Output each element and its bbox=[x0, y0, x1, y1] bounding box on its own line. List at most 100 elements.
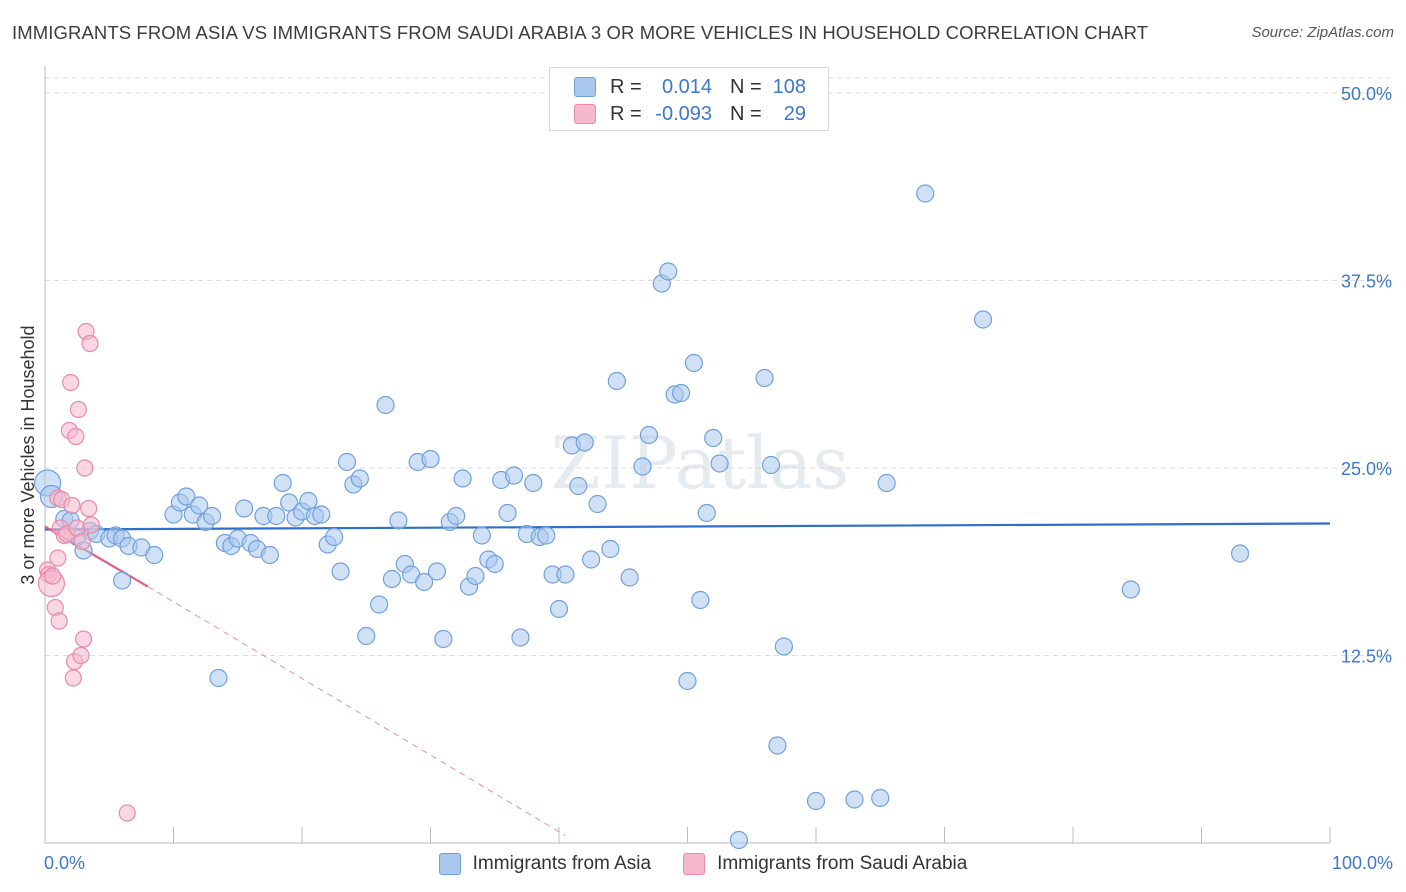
saudi-point bbox=[62, 373, 80, 392]
asia-trend-line bbox=[44, 522, 1331, 531]
asia-point bbox=[710, 454, 729, 473]
saudi-point bbox=[69, 400, 88, 419]
y-tick-label: 25.0% bbox=[1341, 459, 1392, 479]
saudi-swatch bbox=[574, 104, 596, 124]
asia-point bbox=[190, 496, 209, 515]
asia-point bbox=[145, 545, 164, 565]
asia-legend-label: Immigrants from Asia bbox=[472, 853, 652, 874]
asia-point bbox=[845, 790, 864, 809]
saudi-point bbox=[64, 669, 82, 687]
asia-point bbox=[209, 668, 228, 688]
asia-point bbox=[312, 505, 331, 524]
asia-point bbox=[588, 494, 607, 514]
asia-legend-swatch bbox=[438, 853, 461, 875]
asia-point bbox=[973, 310, 993, 329]
saudi-trend-extension bbox=[147, 586, 566, 836]
asia-point bbox=[916, 184, 935, 203]
asia-point bbox=[466, 566, 485, 586]
axes bbox=[44, 66, 1331, 844]
legend-item-asia[interactable]: Immigrants from Asia bbox=[438, 853, 652, 875]
asia-point bbox=[575, 433, 594, 452]
asia-point bbox=[177, 487, 196, 506]
n-value: 29 bbox=[783, 102, 806, 125]
saudi-point bbox=[49, 549, 67, 567]
asia-point bbox=[697, 503, 716, 523]
asia-point bbox=[370, 595, 389, 614]
asia-point bbox=[691, 590, 710, 610]
r-label: R = bbox=[610, 102, 642, 125]
r-label: R = bbox=[610, 75, 642, 98]
asia-point bbox=[806, 791, 826, 811]
asia-point bbox=[729, 830, 749, 850]
asia-point bbox=[267, 506, 286, 526]
legend-row-asia: R = 0.014 N = 108 bbox=[574, 74, 806, 100]
asia-point bbox=[357, 626, 376, 646]
x-tick-label: 0.0% bbox=[44, 853, 85, 873]
asia-point bbox=[485, 554, 504, 574]
saudi-point bbox=[67, 427, 85, 446]
saudi-point bbox=[44, 567, 62, 585]
asia-point bbox=[678, 671, 697, 691]
asia-point bbox=[376, 395, 395, 415]
saudi-point bbox=[82, 516, 100, 534]
saudi-point bbox=[72, 646, 90, 665]
correlation-legend: R = 0.014 N = 108 R = -0.093 N = 29 bbox=[549, 67, 829, 131]
asia-point bbox=[659, 262, 678, 281]
legend-row-saudi: R = -0.093 N = 29 bbox=[574, 101, 806, 127]
x-tick-label: 100.0% bbox=[1332, 853, 1393, 873]
asia-point bbox=[671, 383, 691, 403]
r-value: 0.014 bbox=[661, 75, 712, 98]
asia-point bbox=[427, 562, 447, 581]
asia-point bbox=[434, 629, 453, 649]
asia-point bbox=[421, 449, 440, 469]
asia-point bbox=[569, 476, 588, 496]
saudi-point bbox=[118, 804, 136, 822]
asia-point bbox=[704, 428, 723, 448]
asia-point bbox=[556, 565, 575, 584]
asia-point bbox=[414, 572, 434, 592]
asia-point bbox=[382, 569, 402, 589]
series-legend: Immigrants from Asia Immigrants from Sau… bbox=[0, 851, 1406, 877]
asia-point bbox=[337, 452, 357, 472]
saudi-point bbox=[73, 532, 91, 551]
asia-point bbox=[549, 599, 569, 619]
y-tick-label: 50.0% bbox=[1341, 84, 1392, 104]
asia-point bbox=[620, 568, 639, 587]
legend-item-saudi[interactable]: Immigrants from Saudi Arabia bbox=[683, 853, 967, 875]
watermark: ZIPatlas bbox=[551, 421, 849, 505]
asia-point bbox=[1230, 544, 1250, 563]
asia-point bbox=[260, 545, 279, 565]
asia-point bbox=[112, 571, 132, 590]
asia-point bbox=[524, 473, 543, 493]
asia-point bbox=[537, 526, 556, 545]
asia-point bbox=[280, 493, 299, 512]
source-credit: Source: ZipAtlas.com bbox=[1251, 24, 1394, 41]
asia-point bbox=[498, 503, 517, 523]
n-label: N = bbox=[730, 75, 762, 98]
asia-point bbox=[504, 466, 524, 485]
n-label: N = bbox=[730, 102, 762, 125]
saudi-point bbox=[63, 496, 81, 515]
asia-point bbox=[582, 550, 601, 569]
asia-point bbox=[389, 511, 408, 530]
asia-point bbox=[684, 353, 704, 373]
asia-point bbox=[472, 526, 491, 545]
data-points bbox=[33, 184, 1250, 850]
asia-point bbox=[601, 539, 620, 559]
saudi-point bbox=[50, 612, 68, 630]
asia-point bbox=[453, 469, 472, 488]
asia-swatch bbox=[574, 77, 596, 97]
asia-point bbox=[774, 637, 793, 656]
r-value: -0.093 bbox=[655, 102, 712, 125]
asia-point bbox=[871, 788, 890, 808]
asia-point bbox=[761, 455, 781, 475]
asia-point bbox=[877, 473, 896, 493]
asia-point bbox=[607, 371, 626, 391]
grid-lines bbox=[45, 77, 1392, 656]
saudi-legend-swatch bbox=[683, 853, 706, 875]
asia-point bbox=[331, 562, 350, 581]
y-axis-label: 3 or more Vehicles in Household bbox=[18, 325, 38, 584]
tick-labels: 12.5% 25.0% 37.5% 50.0% 0.0% 100.0% bbox=[44, 84, 1393, 873]
chart-title: IMMIGRANTS FROM ASIA VS IMMIGRANTS FROM … bbox=[12, 22, 1149, 43]
asia-point bbox=[633, 457, 652, 476]
